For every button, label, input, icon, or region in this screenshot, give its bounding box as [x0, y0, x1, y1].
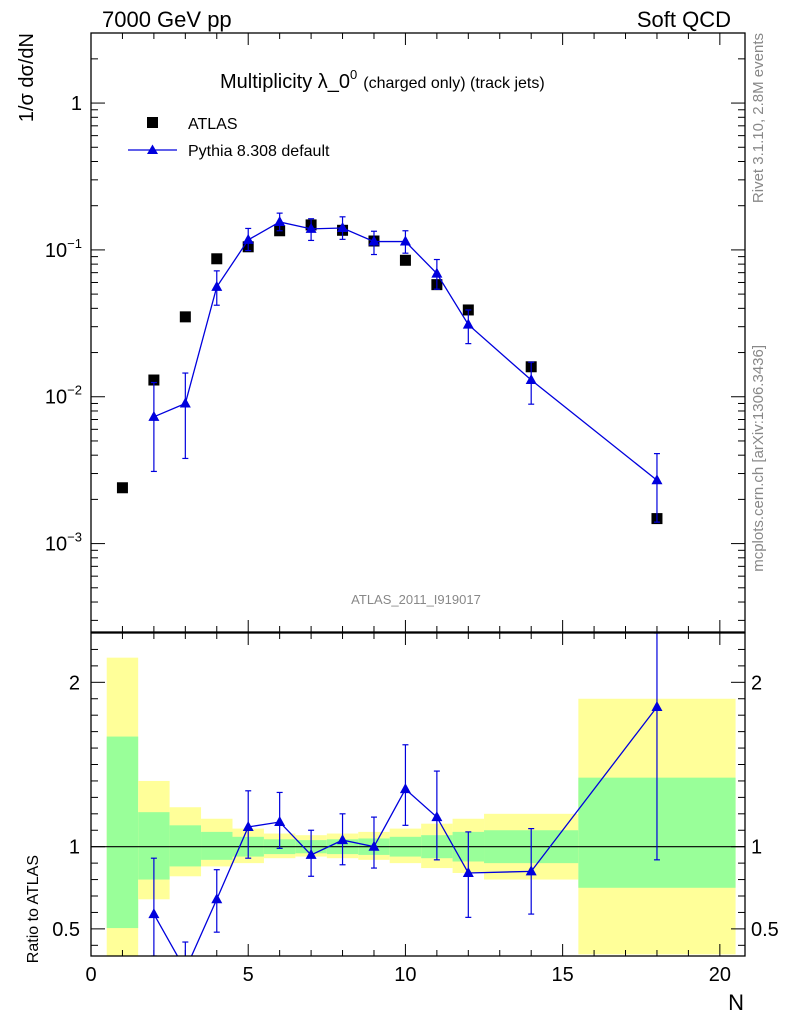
- x-tick-label: 10: [394, 964, 416, 986]
- ratio-mc-point: [431, 811, 443, 822]
- analysis-id: ATLAS_2011_I919017: [351, 592, 481, 607]
- ratio-mc-point: [525, 865, 537, 876]
- y-tick-label: 10−2: [45, 383, 82, 409]
- main-frame: [90, 32, 746, 633]
- ratio-mc-point: [462, 866, 474, 877]
- main-mc-point: [462, 318, 474, 329]
- main-mc-point: [651, 474, 663, 485]
- atlas-data-point: [399, 254, 411, 266]
- ratio-bands: [106, 657, 736, 956]
- legend: ATLAS Pythia 8.308 default: [128, 116, 330, 160]
- ratio-mc-point: [242, 820, 254, 831]
- main-mc-point: [431, 267, 443, 278]
- main-ylabel: 1/σ dσ/dN: [16, 33, 38, 122]
- y-tick-label: 10−1: [45, 236, 82, 262]
- main-mc-point: [525, 374, 537, 385]
- ratio-mc-point: [274, 816, 286, 827]
- legend-atlas-marker: [147, 117, 158, 128]
- plot-title-suffix: (charged only) (track jets): [363, 75, 544, 92]
- main-mc-point: [368, 235, 380, 246]
- legend-atlas-label: ATLAS: [188, 116, 238, 133]
- main-mc-point: [337, 221, 349, 232]
- x-tick-label: 15: [552, 964, 574, 986]
- ratio-y-tick-label-right: 2: [751, 672, 762, 694]
- ratio-mc-point: [148, 908, 160, 919]
- header-right: Soft QCD: [637, 7, 731, 32]
- ratio-mc-point: [211, 893, 223, 904]
- tick-labels: 0 5 10 15 20 1 10−1 10−2 10−3 0.5 0.5 1 1 2 2: [45, 93, 779, 986]
- ratio-mc-point: [399, 783, 411, 794]
- main-plot-layer: [116, 212, 663, 525]
- main-mc-point: [148, 410, 160, 421]
- uncertainty-band-inner: [106, 736, 139, 929]
- x-tick-label: 0: [85, 964, 96, 986]
- ratio-y-tick-label-right: 0.5: [751, 919, 779, 941]
- ratio-mc-point: [305, 848, 317, 859]
- main-mc-point: [179, 397, 191, 408]
- x-tick-label: 5: [243, 964, 254, 986]
- ratio-mc-point: [337, 834, 349, 845]
- atlas-data-point: [148, 374, 160, 386]
- main-mc-point: [399, 235, 411, 246]
- uncertainty-band-inner: [169, 825, 202, 867]
- x-axis-title: N: [728, 990, 744, 1015]
- ratio-y-tick-label: 0.5: [52, 919, 80, 941]
- ratio-y-tick-label-right: 1: [751, 837, 762, 859]
- main-mc-point: [274, 215, 286, 226]
- ratio-mc-point: [368, 840, 380, 851]
- mcplots-label: mcplots.cern.ch [arXiv:1306.3436]: [750, 345, 767, 572]
- legend-mc-label: Pythia 8.308 default: [188, 143, 330, 160]
- x-tick-label: 20: [709, 964, 731, 986]
- y-tick-label: 1: [71, 93, 82, 115]
- plot-title-main: Multiplicity λ_0: [220, 71, 350, 93]
- header-left: 7000 GeV pp: [102, 7, 232, 32]
- ratio-mc-point: [651, 700, 663, 711]
- main-mc-point: [211, 280, 223, 291]
- uncertainty-band-inner: [201, 831, 233, 860]
- plot-title-superscript: 0: [350, 67, 357, 82]
- atlas-data-point: [179, 311, 191, 323]
- main-mc-point: [242, 233, 254, 244]
- main-mc-point: [305, 222, 317, 233]
- ratio-y-tick-label: 1: [69, 837, 80, 859]
- atlas-data-point: [116, 482, 128, 494]
- ratio-mc-point: [180, 964, 191, 974]
- ratio-ylabel: Ratio to ATLAS: [25, 855, 42, 963]
- y-tick-label: 10−3: [45, 530, 82, 556]
- ratio-y-tick-label: 2: [69, 672, 80, 694]
- ratio-frame: [90, 632, 746, 957]
- axis-ticks: [90, 32, 745, 956]
- ratio-plot-layer: [148, 633, 663, 974]
- plot-title: Multiplicity λ_00 (charged only) (track j…: [220, 67, 545, 93]
- rivet-label: Rivet 3.1.10, 2.8M events: [750, 33, 767, 203]
- legend-mc-marker: [147, 144, 158, 154]
- atlas-data-point: [211, 253, 223, 265]
